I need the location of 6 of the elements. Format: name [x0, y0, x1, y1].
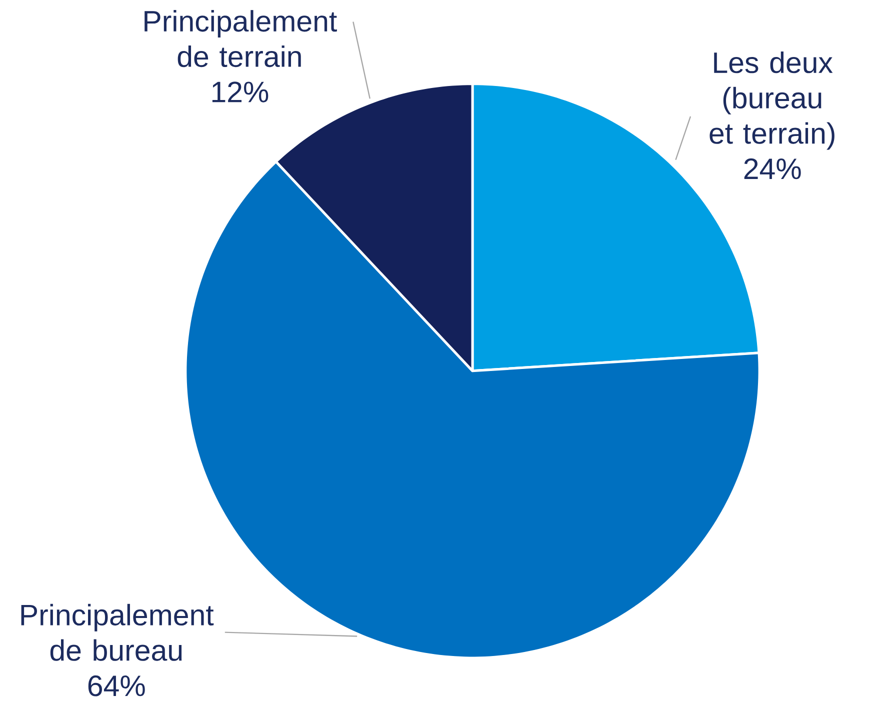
- slice-label: Les deux (bureau et terrain): [710, 51, 834, 150]
- data-label: 64%: [88, 675, 145, 696]
- slice-label: Principalement de bureau: [21, 604, 214, 661]
- data-label: 12%: [212, 81, 268, 102]
- data-label: 24%: [744, 158, 801, 180]
- slice-label: Principalement de terrain: [144, 10, 337, 67]
